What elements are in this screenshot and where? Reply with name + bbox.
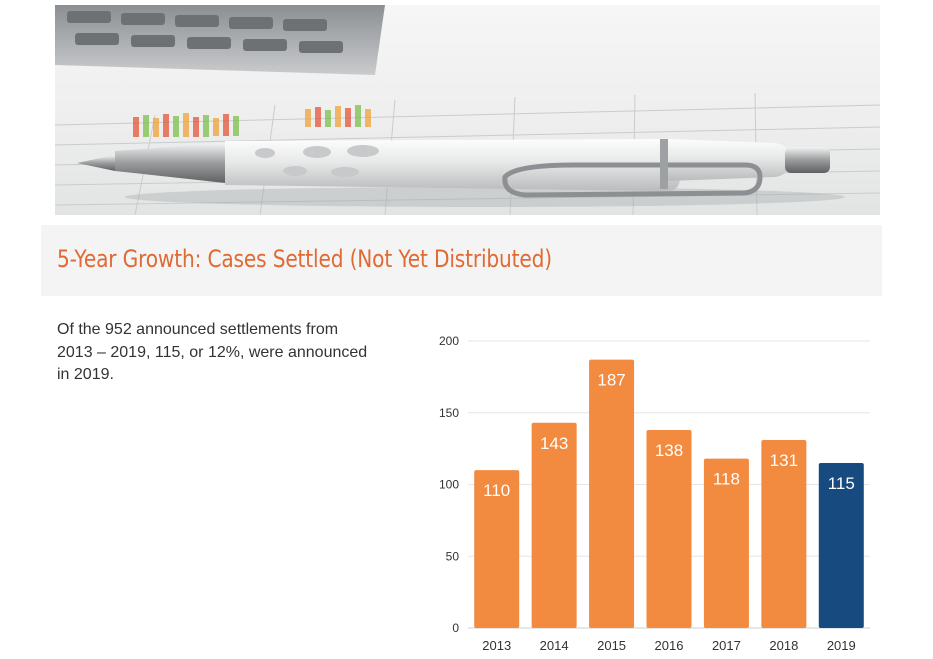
summary-text: Of the 952 announced settlements from 20… — [57, 321, 368, 383]
section-title: 5-Year Growth: Cases Settled (Not Yet Di… — [57, 245, 552, 273]
x-tick-label: 2015 — [597, 638, 626, 653]
x-axis-ticks: 2013 2014 2015 2016 2017 2018 2019 — [482, 638, 855, 653]
y-tick-label: 0 — [452, 621, 459, 635]
x-tick-label: 2014 — [540, 638, 569, 653]
y-tick-label: 150 — [439, 406, 459, 420]
title-band: 5-Year Growth: Cases Settled (Not Yet Di… — [41, 225, 882, 296]
y-tick-label: 200 — [439, 334, 459, 348]
x-tick-label: 2016 — [655, 638, 684, 653]
x-tick-label: 2017 — [712, 638, 741, 653]
bar-2019 — [818, 462, 864, 628]
bars — [474, 359, 864, 628]
hero-illustration — [55, 5, 880, 215]
bar-2018 — [761, 440, 807, 628]
x-tick-label: 2019 — [827, 638, 856, 653]
hero-photo-pen-on-financial-report — [55, 5, 880, 215]
data-label: 187 — [597, 371, 625, 390]
data-labels: 110 143 187 138 118 131 115 — [483, 371, 855, 500]
x-tick-label: 2013 — [482, 638, 511, 653]
bar-2017 — [703, 458, 749, 628]
data-label: 143 — [540, 434, 568, 453]
data-label: 131 — [770, 451, 798, 470]
bar-2014 — [531, 422, 577, 628]
data-label: 115 — [828, 474, 855, 493]
bar-2013 — [474, 470, 520, 628]
x-tick-label: 2018 — [769, 638, 798, 653]
y-tick-label: 50 — [446, 549, 460, 563]
data-label: 118 — [713, 470, 740, 489]
bar-2015 — [589, 359, 635, 628]
data-label: 138 — [655, 441, 683, 460]
y-tick-label: 100 — [439, 478, 459, 492]
bar-2016 — [646, 429, 692, 628]
data-label: 110 — [483, 481, 510, 500]
y-axis-ticks: 0 50 100 150 200 — [439, 334, 459, 635]
